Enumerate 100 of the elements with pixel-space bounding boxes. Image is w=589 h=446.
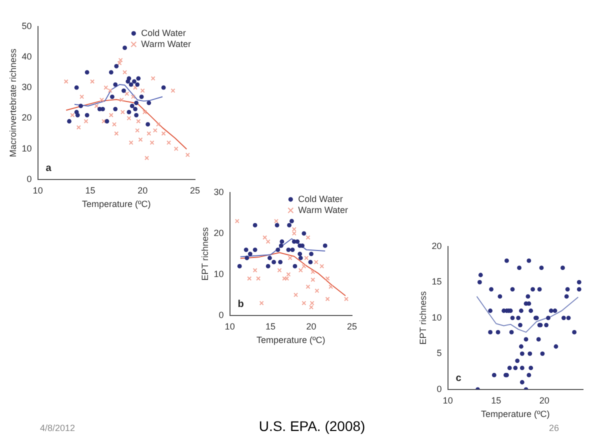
y-axis-title: EPT richness xyxy=(200,226,210,281)
y-tick-label: 50 xyxy=(22,20,32,31)
point xyxy=(114,131,119,136)
point xyxy=(84,70,90,74)
text: 26 xyxy=(548,423,559,433)
point xyxy=(146,100,152,106)
point xyxy=(122,46,127,50)
point xyxy=(133,106,138,112)
point xyxy=(314,260,318,264)
point xyxy=(262,235,268,240)
point xyxy=(70,112,75,118)
point xyxy=(292,264,298,268)
point xyxy=(124,91,130,96)
x-tick-label: 15 xyxy=(266,321,276,332)
y-tick-label: 0 xyxy=(436,384,442,394)
point xyxy=(100,106,105,112)
point xyxy=(161,131,166,136)
y-axis-title: EPT richness xyxy=(418,290,428,345)
point xyxy=(130,104,134,108)
point xyxy=(144,156,150,160)
point xyxy=(274,223,280,228)
point xyxy=(134,112,139,118)
x-tick-label: 10 xyxy=(32,185,43,196)
y-tick-label: 30 xyxy=(22,82,32,92)
point xyxy=(108,88,112,93)
y-tick-label: 10 xyxy=(22,143,32,154)
x-tick-label: 25 xyxy=(346,321,357,332)
point xyxy=(237,264,242,268)
point xyxy=(302,264,306,268)
point xyxy=(266,264,270,268)
point xyxy=(139,94,144,99)
y-tick-label: 5 xyxy=(436,348,442,358)
point xyxy=(252,268,258,273)
point xyxy=(286,248,291,252)
point xyxy=(117,60,122,66)
point xyxy=(142,110,147,114)
point xyxy=(308,260,313,264)
y-tick-label: 0 xyxy=(26,174,32,184)
point xyxy=(152,128,158,133)
point xyxy=(252,223,258,228)
point xyxy=(306,235,310,240)
x-tick-label: 15 xyxy=(491,395,502,406)
point xyxy=(108,112,114,118)
y-tick-label: 10 xyxy=(432,312,442,322)
y-tick-label: 40 xyxy=(22,51,32,62)
point xyxy=(280,239,284,244)
point xyxy=(174,146,178,152)
point xyxy=(274,218,279,224)
point xyxy=(310,277,316,282)
point xyxy=(268,256,272,260)
x-tick-label: 20 xyxy=(306,321,316,332)
point xyxy=(126,116,132,120)
y-tick-label: 15 xyxy=(432,276,442,287)
point xyxy=(166,140,172,145)
point xyxy=(94,104,99,108)
point xyxy=(328,284,334,289)
x-axis-title: Temperature (ºC) xyxy=(256,335,326,346)
x-tick-label: 20 xyxy=(539,395,550,406)
point xyxy=(90,79,95,84)
point xyxy=(320,264,324,268)
point xyxy=(322,244,328,248)
point xyxy=(120,110,125,114)
point xyxy=(128,82,134,87)
point xyxy=(292,231,296,236)
point xyxy=(99,98,104,102)
point xyxy=(128,140,134,145)
point xyxy=(75,112,80,118)
legend-label: Warm Water xyxy=(298,204,348,215)
point xyxy=(134,100,139,106)
x-axis-title: Temperature (ºC) xyxy=(82,199,151,210)
point xyxy=(295,239,300,244)
point xyxy=(290,218,294,224)
point xyxy=(276,248,280,252)
point xyxy=(310,270,316,274)
y-tick-label: 20 xyxy=(22,112,32,123)
point xyxy=(278,260,283,264)
text: 4/8/2012 xyxy=(40,423,76,433)
point xyxy=(309,304,314,310)
point xyxy=(114,64,119,68)
point xyxy=(78,104,83,108)
point xyxy=(298,268,303,273)
point xyxy=(113,82,118,87)
point xyxy=(130,94,136,100)
point xyxy=(306,284,310,289)
point xyxy=(248,252,252,256)
annotation: a xyxy=(46,163,52,174)
point xyxy=(284,276,290,281)
point xyxy=(256,276,261,281)
point xyxy=(234,218,240,224)
y-axis-title: Macroinvertebrate richness xyxy=(8,48,18,158)
point xyxy=(84,118,88,124)
point xyxy=(325,276,330,281)
point xyxy=(259,300,264,306)
point xyxy=(132,79,136,84)
x-tick-label: 25 xyxy=(190,185,200,196)
point xyxy=(146,122,150,127)
point xyxy=(74,85,79,90)
point xyxy=(244,256,250,260)
point xyxy=(304,256,309,260)
point xyxy=(126,76,132,81)
